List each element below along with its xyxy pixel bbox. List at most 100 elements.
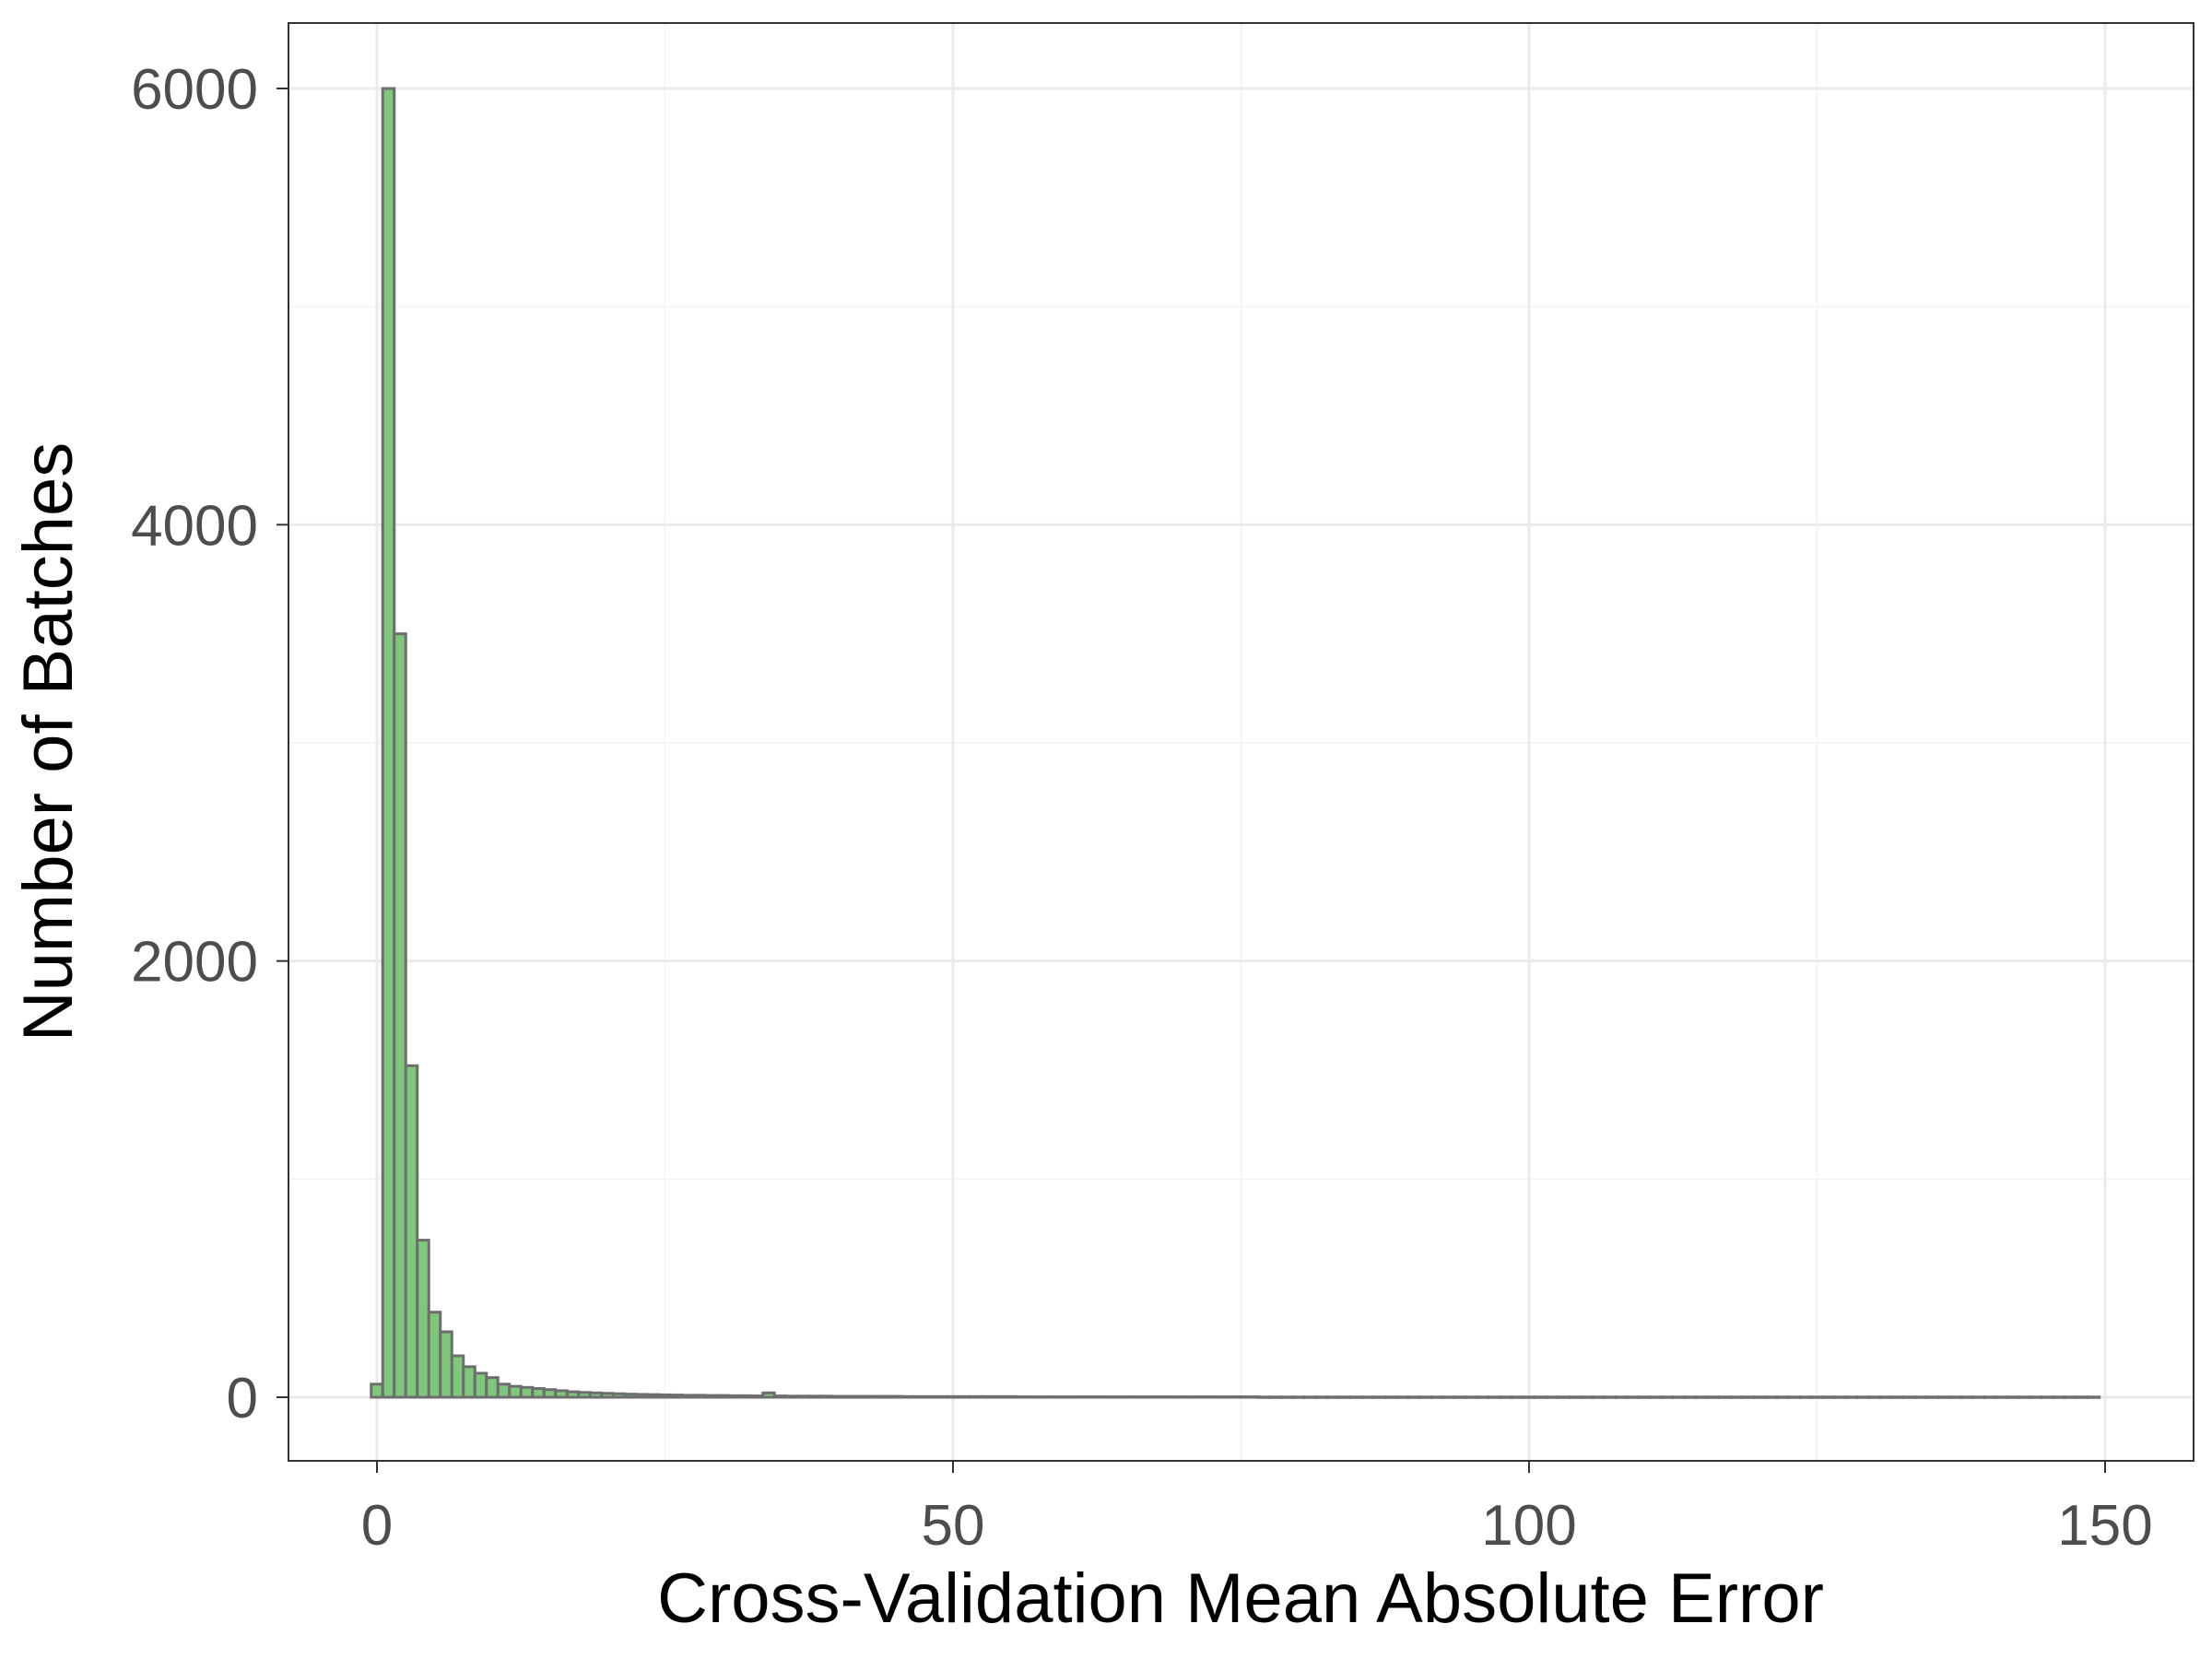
histogram-bar (1855, 1395, 1871, 1399)
histogram-bar (2086, 1395, 2101, 1399)
histogram-bar (715, 1394, 730, 1399)
histogram-bar (657, 1393, 673, 1399)
histogram-bar (1464, 1395, 1479, 1399)
histogram-bar (680, 1394, 696, 1399)
histogram-bar (1959, 1395, 1974, 1399)
histogram-bar (542, 1388, 558, 1399)
histogram-bar (485, 1376, 500, 1399)
histogram-bar (692, 1394, 707, 1399)
histogram-bar (1026, 1395, 1041, 1399)
histogram-bar (992, 1394, 1006, 1399)
minor-gridlines (288, 23, 2194, 1461)
histogram-bar (1418, 1395, 1433, 1399)
histogram-bar (1878, 1395, 1894, 1399)
histogram-bar (1568, 1395, 1583, 1399)
histogram-bar (450, 1354, 465, 1399)
histogram-bar (1971, 1395, 1986, 1399)
histogram-bar (1222, 1395, 1237, 1399)
histogram-bar (946, 1394, 960, 1399)
histogram-bar (1084, 1395, 1099, 1399)
histogram-bar (1625, 1395, 1641, 1399)
histogram-bar (1291, 1395, 1306, 1399)
histogram-bar (1314, 1395, 1329, 1399)
histogram-bar (1947, 1395, 1963, 1399)
histogram-bar (473, 1371, 488, 1399)
histogram-bar (381, 87, 396, 1399)
histogram-bar (1786, 1395, 1802, 1399)
histogram-bar (1279, 1395, 1295, 1399)
histogram-bar (877, 1394, 891, 1399)
histogram-bar (726, 1394, 742, 1399)
histogram-bar (1913, 1395, 1928, 1399)
histogram-bar (1430, 1395, 1444, 1399)
y-tick-label: 4000 (131, 494, 258, 558)
histogram-bar (634, 1393, 650, 1399)
histogram-bar (1648, 1395, 1664, 1399)
histogram-bar (1706, 1395, 1721, 1399)
histogram-bar (1325, 1395, 1341, 1399)
histogram-bar (911, 1394, 926, 1399)
histogram-bar (1671, 1395, 1687, 1399)
histogram-bar (2075, 1395, 2089, 1399)
histogram-bar (1394, 1395, 1410, 1399)
histogram-bar (1371, 1395, 1387, 1399)
histogram-bar (519, 1385, 535, 1399)
plot-panel-border (288, 22, 2194, 1462)
histogram-bar (980, 1394, 995, 1399)
histogram-bar (1983, 1395, 1997, 1399)
histogram-bar (703, 1394, 719, 1399)
histogram-bars (370, 87, 2101, 1399)
histogram-bar (1740, 1395, 1756, 1399)
histogram-bar (1832, 1395, 1848, 1399)
histogram-bar (1844, 1395, 1859, 1399)
histogram-bar (1660, 1395, 1675, 1399)
histogram-bar (1533, 1395, 1548, 1399)
histogram-bar (1107, 1395, 1122, 1399)
histogram-bar (957, 1394, 972, 1399)
x-tick-label: 100 (1481, 1494, 1576, 1558)
histogram-bar (1545, 1395, 1559, 1399)
histogram-bar (1694, 1395, 1710, 1399)
histogram-bar (1153, 1395, 1168, 1399)
histogram-bar (1118, 1395, 1134, 1399)
histogram-bar (2029, 1395, 2043, 1399)
histogram-bar (1164, 1395, 1180, 1399)
histogram-bar (1061, 1395, 1076, 1399)
histogram-bar (623, 1393, 638, 1399)
histogram-bar (900, 1394, 914, 1399)
histogram-bar (646, 1393, 661, 1399)
histogram-bar (1130, 1395, 1145, 1399)
histogram-bar (1924, 1395, 1940, 1399)
histogram-bar (1187, 1395, 1203, 1399)
histogram-bar (1637, 1395, 1652, 1399)
y-tick-label: 0 (227, 1367, 258, 1430)
histogram-bar (818, 1394, 834, 1399)
histogram-bar (1245, 1395, 1260, 1399)
histogram-bar (1809, 1395, 1825, 1399)
histogram-bar (888, 1394, 903, 1399)
histogram-bar (1798, 1395, 1813, 1399)
histogram-bar (2017, 1395, 2032, 1399)
histogram-bar (2040, 1395, 2055, 1399)
histogram-bar (416, 1239, 430, 1399)
x-axis-title: Cross-Validation Mean Absolute Error (657, 1559, 1824, 1638)
x-tick-label: 0 (361, 1494, 393, 1558)
histogram-bar (1199, 1395, 1214, 1399)
histogram-bar (1867, 1395, 1882, 1399)
x-tick-label: 50 (922, 1494, 985, 1558)
histogram-bar (1775, 1395, 1790, 1399)
histogram-bar (588, 1391, 604, 1399)
histogram-bar (1936, 1395, 1951, 1399)
histogram-bar (1268, 1395, 1283, 1399)
histogram-bar (1015, 1395, 1030, 1399)
histogram-bar (1556, 1395, 1571, 1399)
histogram-bar (1441, 1395, 1456, 1399)
histogram-bar (1522, 1395, 1536, 1399)
histogram-bar (749, 1394, 765, 1399)
histogram-bar (577, 1391, 592, 1399)
histogram-bar (1729, 1395, 1744, 1399)
histogram-bar (439, 1330, 453, 1399)
histogram-bar (969, 1394, 983, 1399)
histogram-bar (496, 1382, 512, 1399)
